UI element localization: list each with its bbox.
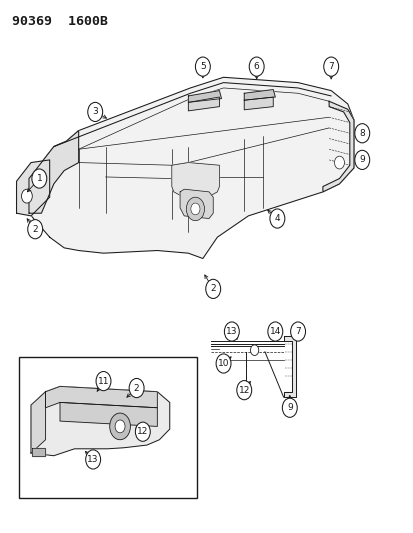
Text: 9: 9 [286, 403, 292, 412]
Text: 12: 12 [137, 427, 148, 436]
Text: 6: 6 [253, 62, 259, 71]
Polygon shape [180, 189, 213, 219]
Text: 13: 13 [87, 455, 99, 464]
Circle shape [32, 169, 47, 188]
Text: 2: 2 [32, 225, 38, 233]
Text: 5: 5 [199, 62, 205, 71]
Circle shape [267, 322, 282, 341]
Circle shape [186, 197, 204, 221]
Circle shape [109, 413, 130, 440]
Circle shape [323, 57, 338, 76]
Circle shape [236, 381, 251, 400]
FancyBboxPatch shape [19, 357, 196, 498]
Text: 9: 9 [358, 156, 364, 164]
Text: 1: 1 [36, 174, 42, 183]
Circle shape [250, 345, 258, 356]
Circle shape [85, 450, 100, 469]
Polygon shape [188, 97, 219, 111]
Polygon shape [244, 97, 273, 110]
Text: 11: 11 [97, 377, 109, 385]
Circle shape [282, 398, 297, 417]
Polygon shape [60, 402, 157, 426]
Text: 13: 13 [225, 327, 237, 336]
Circle shape [195, 57, 210, 76]
Text: 14: 14 [269, 327, 280, 336]
Text: 3: 3 [92, 108, 98, 116]
Text: 7: 7 [328, 62, 333, 71]
Circle shape [115, 420, 125, 433]
Text: 4: 4 [274, 214, 280, 223]
Polygon shape [45, 386, 157, 408]
Circle shape [334, 156, 344, 169]
Text: 7: 7 [294, 327, 300, 336]
Text: 90369  1600B: 90369 1600B [12, 15, 108, 28]
Text: 2: 2 [210, 285, 216, 293]
Text: 12: 12 [238, 386, 249, 394]
Circle shape [21, 189, 32, 203]
Circle shape [354, 150, 369, 169]
Polygon shape [188, 91, 221, 102]
Circle shape [96, 372, 111, 391]
Circle shape [354, 124, 369, 143]
Polygon shape [171, 163, 219, 200]
Polygon shape [31, 392, 45, 453]
Circle shape [129, 378, 144, 398]
Polygon shape [29, 131, 78, 213]
Circle shape [135, 422, 150, 441]
Circle shape [216, 354, 230, 373]
Circle shape [224, 322, 239, 341]
Circle shape [88, 102, 102, 122]
Text: 2: 2 [133, 384, 139, 392]
Circle shape [190, 203, 199, 215]
Text: 10: 10 [217, 359, 229, 368]
Polygon shape [17, 160, 50, 216]
Polygon shape [322, 101, 353, 192]
Circle shape [205, 279, 220, 298]
Polygon shape [32, 448, 45, 456]
Circle shape [269, 209, 284, 228]
Polygon shape [244, 90, 275, 100]
Polygon shape [29, 77, 353, 259]
Text: 8: 8 [358, 129, 364, 138]
Circle shape [249, 57, 263, 76]
Polygon shape [31, 386, 169, 456]
Polygon shape [283, 336, 295, 397]
Circle shape [28, 220, 43, 239]
Circle shape [290, 322, 305, 341]
